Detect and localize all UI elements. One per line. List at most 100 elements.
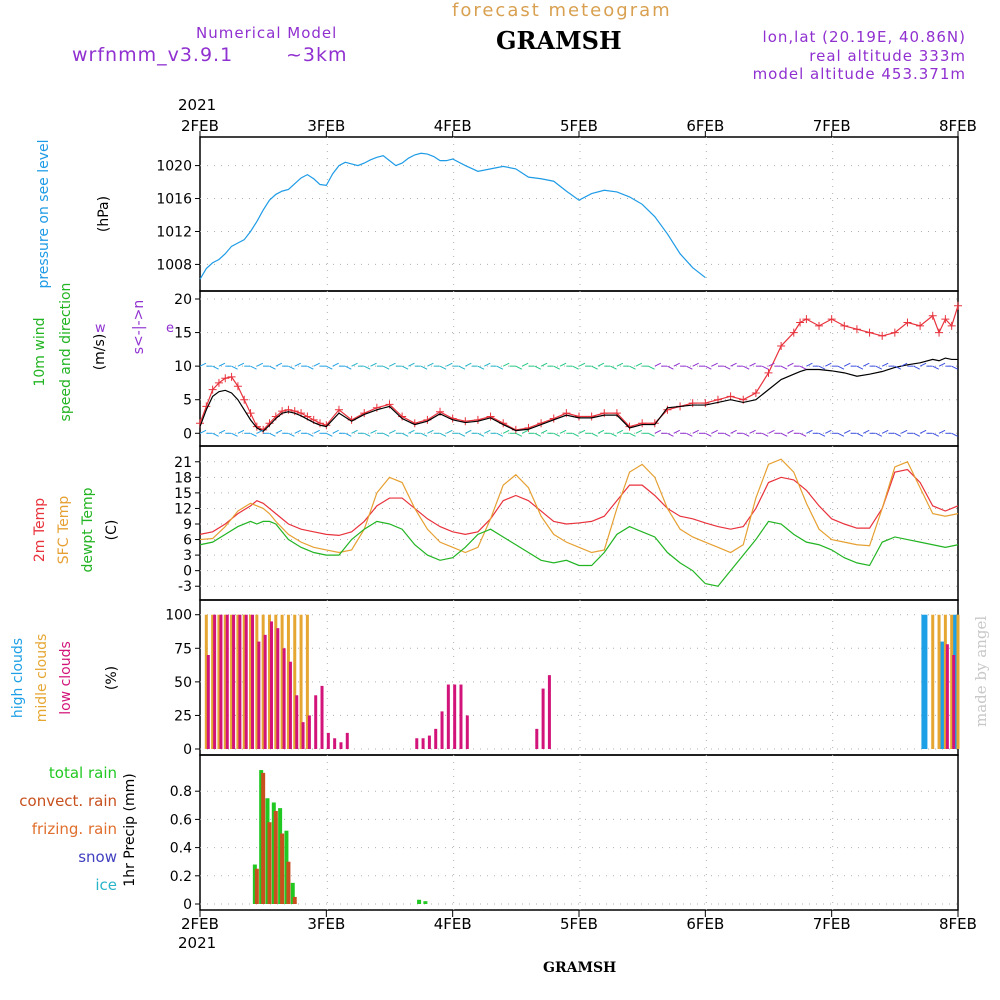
pressure-axis-label: pressure on see level [36, 139, 52, 288]
bar-low [535, 728, 539, 749]
bar-low [465, 715, 469, 749]
wind-direction-arrow [351, 362, 358, 367]
bottom-date-label: 5FEB [560, 915, 598, 933]
wind-direction-arrow [951, 365, 958, 370]
wind-speed-marker [663, 405, 672, 414]
wind-direction-arrow [427, 429, 434, 434]
wind-direction-arrow [875, 365, 883, 370]
wind-direction-arrow [408, 362, 415, 367]
wind-direction-arrow [837, 432, 845, 437]
wind-direction-arrow [420, 365, 428, 370]
wind-direction-arrow [692, 429, 699, 434]
bar-middle [286, 614, 290, 749]
wind-speed-marker [701, 399, 710, 408]
wind-direction-arrow [370, 429, 377, 434]
wind-direction-arrow [521, 429, 529, 434]
wind-direction-arrow [345, 365, 352, 370]
wind-direction-arrow [382, 365, 390, 370]
wind-direction-arrow [724, 432, 731, 437]
top-date-label: 8FEB [939, 117, 977, 135]
wind-direction-arrow [345, 432, 352, 437]
precip-legend-item: snow [78, 848, 117, 866]
wind-direction-arrow [218, 362, 226, 367]
y-tick-label: 20 [174, 292, 192, 308]
wind-direction-arrow [269, 365, 276, 370]
wind-direction-arrow [761, 432, 769, 437]
y-tick-label: 5 [183, 393, 192, 409]
wind-direction-arrow [269, 432, 276, 437]
wind-direction-arrow [307, 432, 314, 437]
bar-high [921, 614, 928, 749]
wind-direction-arrow [515, 432, 523, 437]
bar-middle [242, 614, 246, 749]
bar-convect [254, 868, 259, 904]
y-tick-label: 0.2 [170, 869, 192, 885]
series-line-speed [199, 305, 959, 431]
y-tick-label: 0.6 [170, 812, 192, 828]
wind-direction-arrow [326, 432, 333, 437]
wind-direction-arrow [427, 362, 434, 367]
wind-direction-arrow [919, 362, 927, 367]
bar-low [295, 695, 299, 749]
direction-legend-e: e [166, 321, 174, 336]
wind-direction-arrow [749, 362, 756, 367]
high-clouds-label: high clouds [10, 638, 26, 718]
wind-direction-arrow [458, 365, 466, 370]
top-date-label: 2FEB [181, 117, 219, 135]
bar-low [257, 641, 261, 749]
wind-speed-marker [575, 412, 583, 421]
y-tick-label: 75 [174, 641, 192, 657]
wind-direction-arrow [275, 429, 283, 434]
wind-direction-arrow [477, 432, 485, 437]
wind-direction-arrow [768, 362, 775, 367]
wind-speed-marker [227, 372, 236, 381]
y-tick-label: 0 [183, 426, 192, 442]
temp-2m-label: 2m Temp [32, 498, 48, 562]
bar-low [232, 614, 236, 749]
bar-low [339, 742, 343, 749]
wind-direction-arrow [837, 365, 845, 370]
bar-middle [255, 614, 259, 749]
wind-direction-arrow [787, 429, 794, 434]
y-tick-label: 9 [183, 517, 192, 533]
wind-speed-marker [600, 409, 609, 418]
wind-direction-arrow [408, 429, 415, 434]
wind-speed-marker [751, 389, 760, 397]
bar-middle [937, 614, 941, 749]
wind-direction-arrow [420, 432, 428, 437]
wind-speed-marker [935, 328, 944, 337]
series-line-pressure [199, 152, 706, 280]
bar-low [206, 655, 210, 749]
wind-direction-arrow [307, 365, 314, 370]
top-year-label: 2021 [178, 96, 216, 114]
bottom-date-label: 3FEB [307, 915, 345, 933]
wind-direction-arrow [401, 432, 409, 437]
wind-direction-arrow [881, 362, 889, 367]
bar-low [326, 732, 330, 749]
wind-speed-marker [638, 419, 647, 428]
wind-speed-marker [903, 318, 912, 327]
wind-direction-arrow [540, 429, 548, 434]
wind-direction-arrow [364, 432, 371, 437]
bar-low [446, 684, 450, 749]
bottom-date-label: 4FEB [434, 915, 472, 933]
bar-low [952, 655, 956, 749]
bar-low [276, 628, 280, 749]
bar-low [219, 614, 223, 749]
wind-direction-arrow [825, 362, 832, 367]
wind-direction-arrow [806, 362, 813, 367]
precip-axis-label: 1hr Precip (mm) [122, 773, 138, 886]
wind-direction-arrow [825, 429, 832, 434]
wind-speed-marker [947, 321, 956, 330]
wind-direction-arrow [711, 429, 718, 434]
wind-direction-arrow [610, 432, 617, 437]
wind-direction-arrow [629, 365, 636, 370]
bar-high [940, 641, 947, 749]
wind-speed-marker [928, 311, 937, 320]
y-tick-label: 0 [183, 564, 192, 580]
wind-direction-arrow [389, 362, 396, 367]
wind-direction-arrow [559, 362, 567, 367]
wind-speed-marker [322, 421, 331, 430]
precip-legend-item: total rain [49, 764, 117, 782]
top-date-label: 7FEB [813, 117, 851, 135]
